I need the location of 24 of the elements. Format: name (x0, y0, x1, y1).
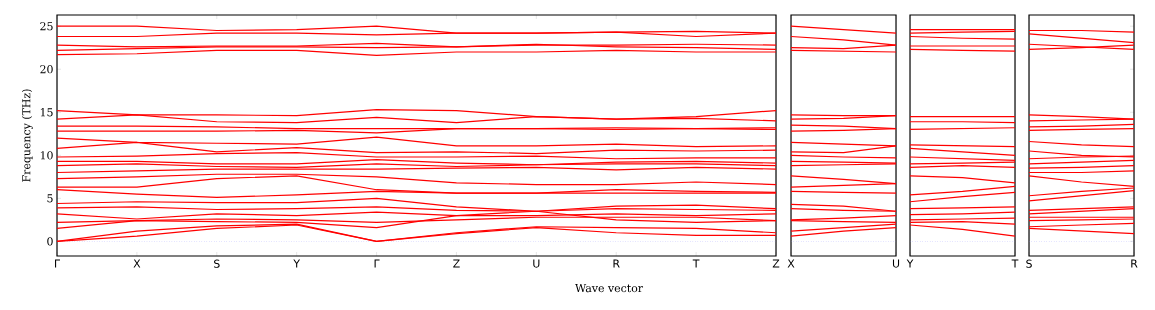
x-tick-label: Z (772, 259, 780, 268)
x-tick-label: X (133, 259, 141, 268)
x-tick-label: T (692, 259, 700, 268)
x-tick-label: S (214, 259, 220, 268)
y-tick-label: 10 (40, 151, 53, 160)
x-tick-label: X (787, 259, 795, 268)
x-tick-label: R (1131, 259, 1138, 268)
x-tick-label: Γ (55, 259, 60, 268)
x-tick-label: U (892, 259, 900, 268)
x-tick-label: Y (293, 259, 301, 268)
y-tick-label: 15 (40, 108, 53, 117)
x-axis-title: Wave vector (575, 284, 644, 293)
x-tick-label: Y (906, 259, 914, 268)
y-tick-label: 5 (47, 194, 53, 203)
x-tick-label: R (613, 259, 620, 268)
y-axis-title: Frequency (THz) (21, 89, 33, 182)
x-tick-label: Γ (374, 259, 380, 268)
y-tick-label: 25 (40, 22, 53, 31)
y-tick-label: 20 (40, 65, 53, 74)
x-tick-label: Z (453, 259, 460, 268)
x-tick-label: U (533, 259, 540, 268)
y-tick-label: 0 (47, 237, 53, 246)
x-tick-label: S (1026, 259, 1032, 268)
x-tick-label: T (1011, 259, 1019, 268)
